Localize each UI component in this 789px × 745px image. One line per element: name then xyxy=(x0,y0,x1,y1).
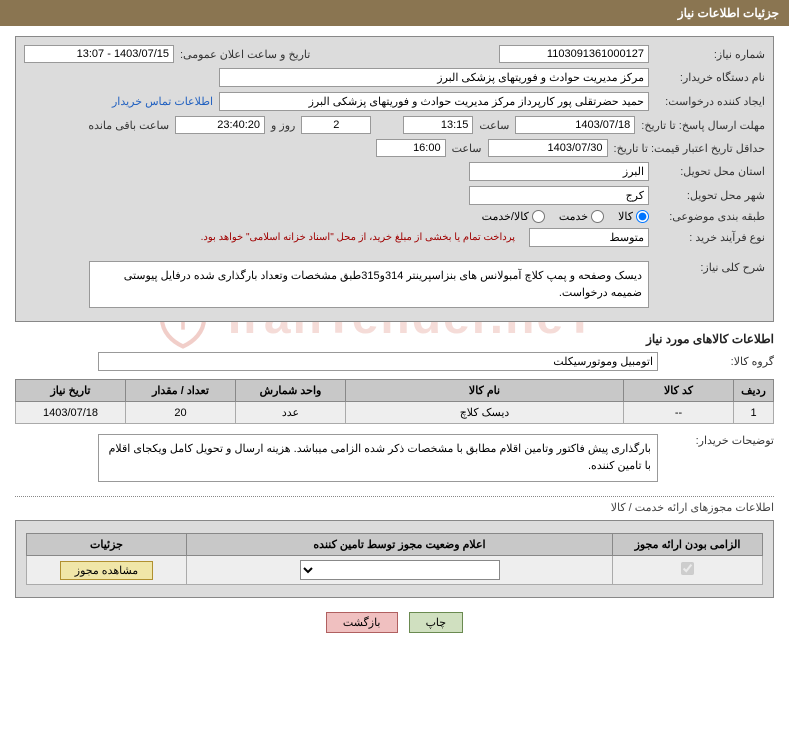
group-label: گروه کالا: xyxy=(664,355,774,368)
announce-value: 1403/07/15 - 13:07 xyxy=(24,45,174,63)
th-unit: واحد شمارش xyxy=(236,380,346,402)
deadline-reply-date: 1403/07/18 xyxy=(515,116,635,134)
mandatory-checkbox xyxy=(681,562,694,575)
cell-date: 1403/07/18 xyxy=(16,402,126,424)
th-date: تاریخ نیاز xyxy=(16,380,126,402)
remaining-label: ساعت باقی مانده xyxy=(88,119,169,132)
validity-time: 16:00 xyxy=(376,139,446,157)
validity-date: 1403/07/30 xyxy=(488,139,608,157)
buyer-contact-link[interactable]: اطلاعات تماس خریدار xyxy=(112,95,213,108)
need-no-label: شماره نیاز: xyxy=(655,48,765,61)
province-label: استان محل تحویل: xyxy=(655,165,765,178)
requester-label: ایجاد کننده درخواست: xyxy=(655,95,765,108)
deadline-reply-time: 13:15 xyxy=(403,116,473,134)
cell-code: -- xyxy=(624,402,734,424)
goods-section-title: اطلاعات کالاهای مورد نیاز xyxy=(15,332,774,346)
hour-label-2: ساعت xyxy=(452,142,482,155)
cell-qty: 20 xyxy=(126,402,236,424)
desc-text: دیسک وصفحه و پمپ کلاچ آمبولانس های بنزاس… xyxy=(89,261,649,308)
category-radio-group: کالا خدمت کالا/خدمت xyxy=(482,210,649,223)
radio-service-item[interactable]: خدمت xyxy=(559,210,604,223)
requester-value: حمید حضرتقلی پور کارپرداز مرکز مدیریت حو… xyxy=(219,92,649,111)
info-section: شماره نیاز: 1103091361000127 تاریخ و ساع… xyxy=(15,36,774,322)
th-qty: تعداد / مقدار xyxy=(126,380,236,402)
cell-unit: عدد xyxy=(236,402,346,424)
buyer-org-label: نام دستگاه خریدار: xyxy=(655,71,765,84)
th-mandatory: الزامی بودن ارائه مجوز xyxy=(613,534,763,556)
days-remaining: 2 xyxy=(301,116,371,134)
city-value: کرج xyxy=(469,186,649,205)
group-value: اتومبیل وموتورسیکلت xyxy=(98,352,658,371)
province-value: البرز xyxy=(469,162,649,181)
back-button[interactable]: بازگشت xyxy=(326,612,398,633)
table-row: 1 -- دیسک کلاچ عدد 20 1403/07/18 xyxy=(16,402,774,424)
license-section: الزامی بودن ارائه مجوز اعلام وضعیت مجوز … xyxy=(15,520,774,598)
print-button[interactable]: چاپ xyxy=(409,612,464,633)
process-note: پرداخت تمام یا بخشی از مبلغ خرید، از محل… xyxy=(201,232,515,243)
cell-mandatory xyxy=(613,556,763,585)
footer-buttons: چاپ بازگشت xyxy=(0,612,789,633)
time-remaining: 23:40:20 xyxy=(175,116,265,134)
hour-label-1: ساعت xyxy=(479,119,509,132)
city-label: شهر محل تحویل: xyxy=(655,189,765,202)
process-value: متوسط xyxy=(529,228,649,247)
license-table: الزامی بودن ارائه مجوز اعلام وضعیت مجوز … xyxy=(26,533,763,585)
deadline-reply-label: مهلت ارسال پاسخ: تا تاریخ: xyxy=(641,119,765,132)
cell-status xyxy=(187,556,613,585)
license-header-row: الزامی بودن ارائه مجوز اعلام وضعیت مجوز … xyxy=(27,534,763,556)
announce-label: تاریخ و ساعت اعلان عمومی: xyxy=(180,48,310,61)
cell-name: دیسک کلاچ xyxy=(346,402,624,424)
need-no-value: 1103091361000127 xyxy=(499,45,649,63)
radio-both-label: کالا/خدمت xyxy=(482,210,529,223)
page-header: جزئیات اطلاعات نیاز xyxy=(0,0,789,26)
process-label: نوع فرآیند خرید : xyxy=(655,231,765,244)
radio-service-label: خدمت xyxy=(559,210,588,223)
cell-row: 1 xyxy=(734,402,774,424)
radio-goods[interactable] xyxy=(636,210,649,223)
goods-table: ردیف کد کالا نام کالا واحد شمارش تعداد /… xyxy=(15,379,774,424)
th-row: ردیف xyxy=(734,380,774,402)
desc-label: شرح کلی نیاز: xyxy=(655,261,765,274)
remarks-label: توضیحات خریدار: xyxy=(664,434,774,447)
view-license-button[interactable]: مشاهده مجوز xyxy=(60,561,153,580)
day-and-label: روز و xyxy=(271,119,295,132)
license-divider-title: اطلاعات مجوزهای ارائه خدمت / کالا xyxy=(15,496,774,514)
validity-label: حداقل تاریخ اعتبار قیمت: تا تاریخ: xyxy=(614,142,765,155)
buyer-org-value: مرکز مدیریت حوادث و فوریتهای پزشکی البرز xyxy=(219,68,649,87)
radio-both[interactable] xyxy=(532,210,545,223)
th-details: جزئیات xyxy=(27,534,187,556)
radio-goods-label: کالا xyxy=(618,210,633,223)
status-select[interactable] xyxy=(300,560,500,580)
th-status: اعلام وضعیت مجوز توسط تامین کننده xyxy=(187,534,613,556)
th-name: نام کالا xyxy=(346,380,624,402)
table-header-row: ردیف کد کالا نام کالا واحد شمارش تعداد /… xyxy=(16,380,774,402)
category-label: طبقه بندی موضوعی: xyxy=(655,210,765,223)
remarks-text: بارگذاری پیش فاکتور وتامین اقلام مطابق ب… xyxy=(98,434,658,482)
radio-both-item[interactable]: کالا/خدمت xyxy=(482,210,545,223)
page-title: جزئیات اطلاعات نیاز xyxy=(678,6,779,20)
radio-goods-item[interactable]: کالا xyxy=(618,210,649,223)
license-row: مشاهده مجوز xyxy=(27,556,763,585)
th-code: کد کالا xyxy=(624,380,734,402)
cell-details: مشاهده مجوز xyxy=(27,556,187,585)
radio-service[interactable] xyxy=(591,210,604,223)
